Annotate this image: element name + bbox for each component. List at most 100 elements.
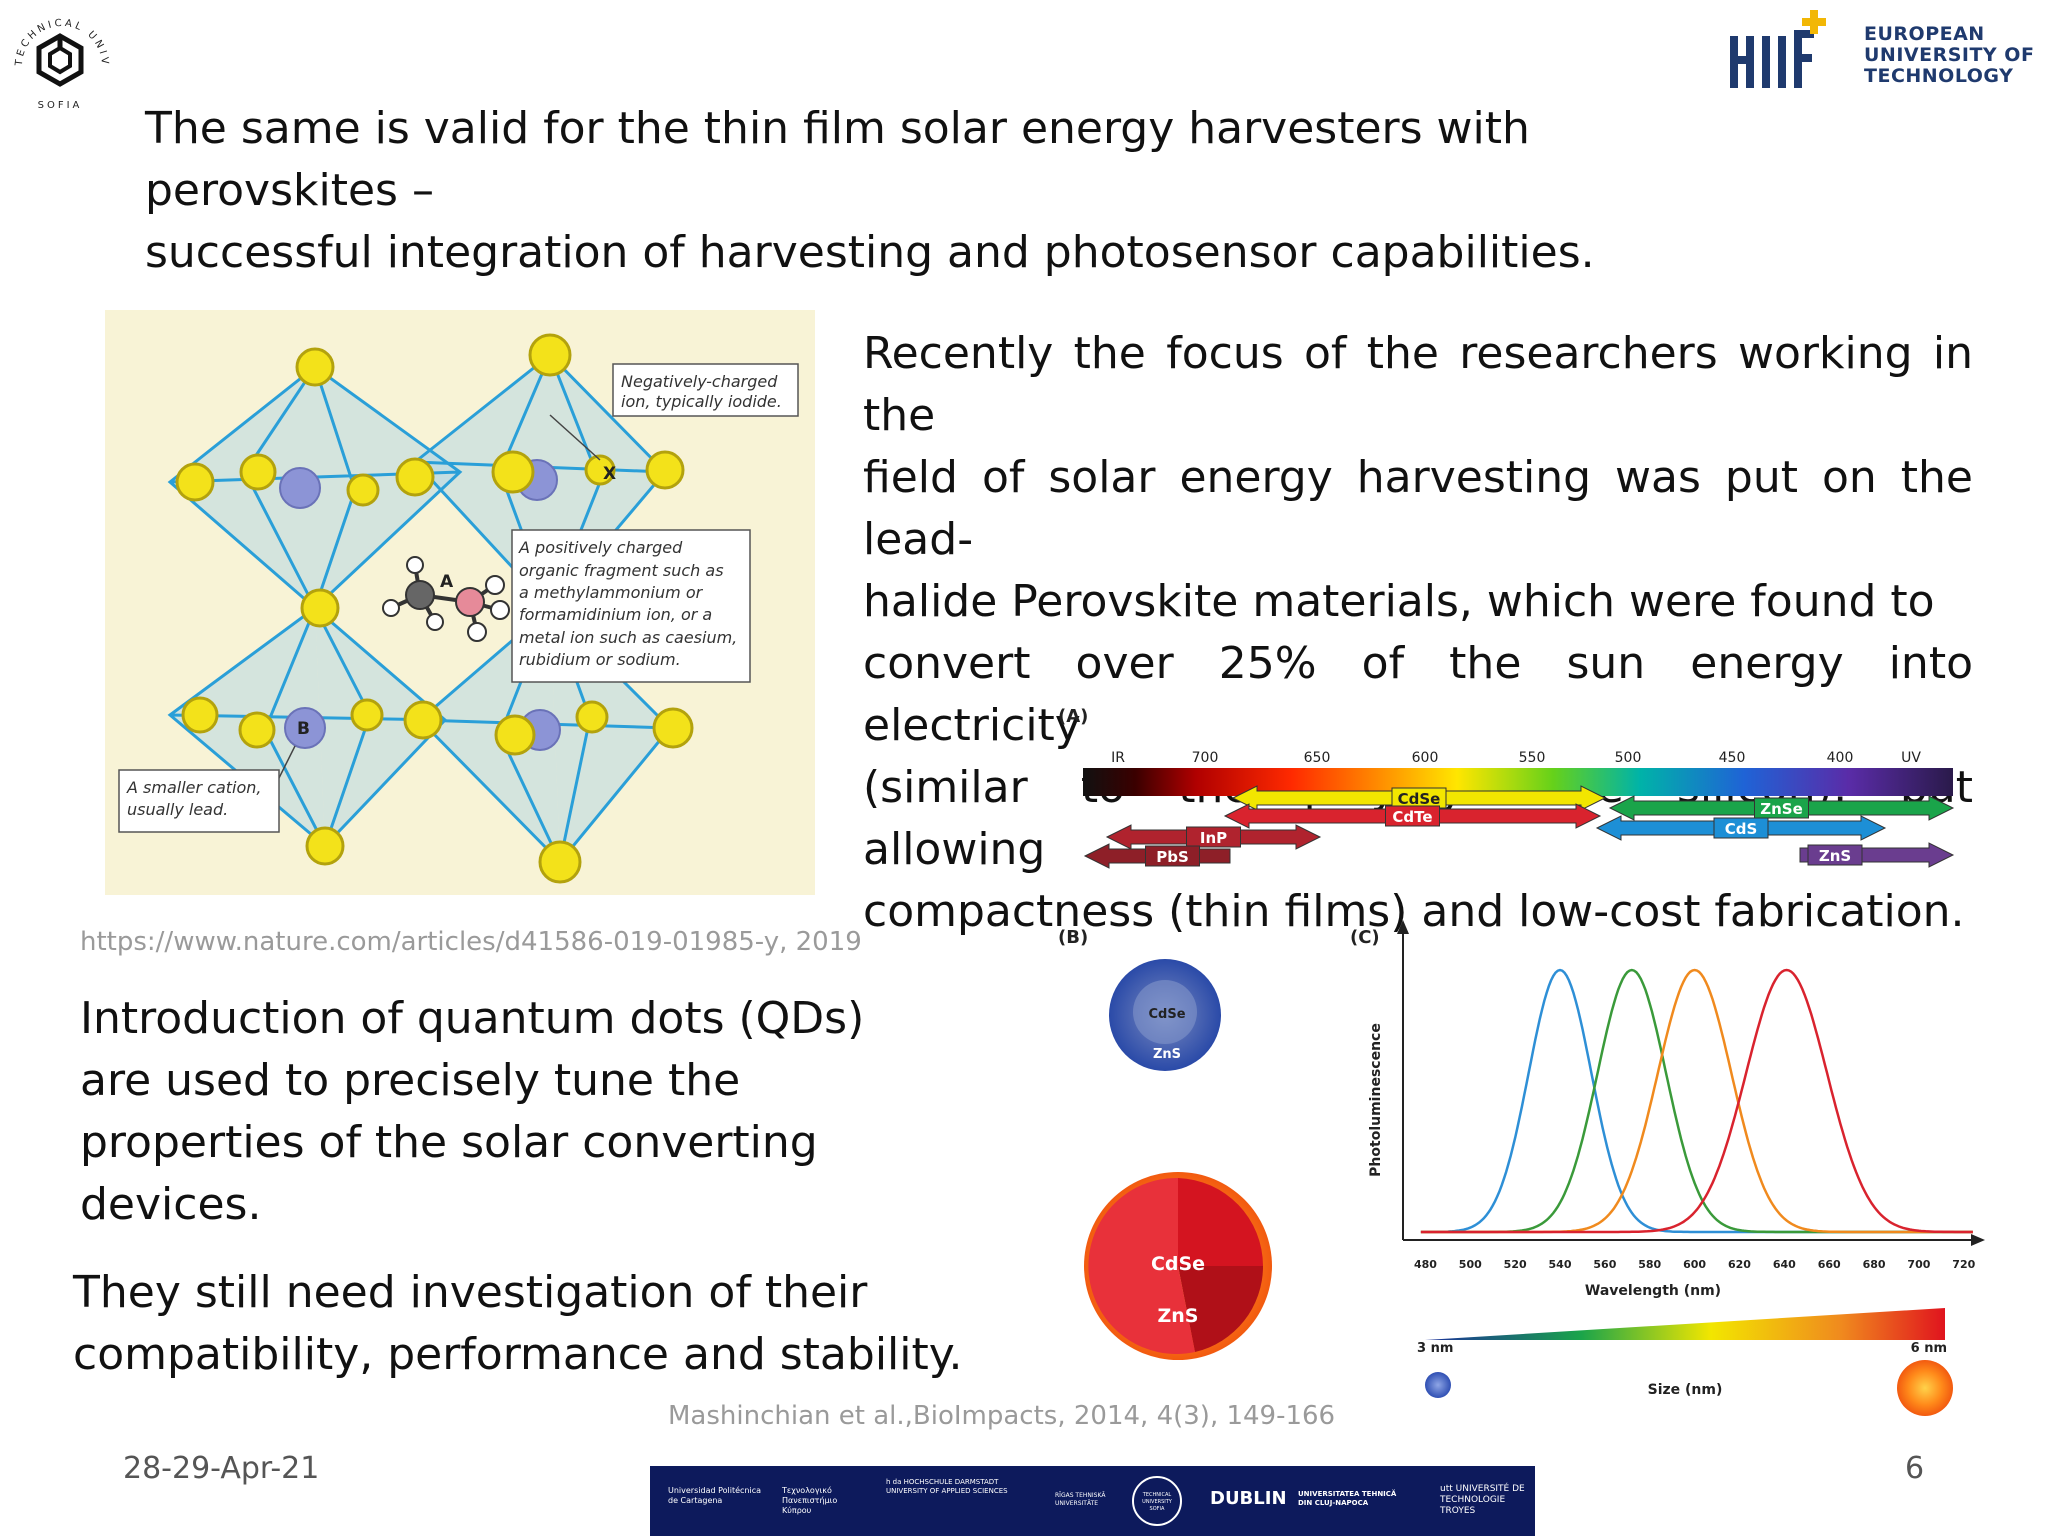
band-arrow-label: PbS bbox=[1156, 848, 1189, 866]
partner-cyprus: Τεχνολογικό Πανεπιστήμιο Κύπρου bbox=[782, 1486, 838, 1515]
label-x: X bbox=[603, 464, 616, 484]
x-tick-label: 560 bbox=[1593, 1258, 1616, 1271]
partner-dublin: DUBLIN bbox=[1210, 1488, 1287, 1509]
spectrum-tick: 600 bbox=[1412, 750, 1439, 766]
perovskite-paragraph-line: halide Perovskite materials, which were … bbox=[863, 576, 1935, 627]
perovskite-diagram: A X B Negatively-charged ion, typically … bbox=[105, 310, 815, 895]
band-arrow-label: ZnSe bbox=[1760, 800, 1803, 818]
headline: The same is valid for the thin film sola… bbox=[145, 98, 1745, 284]
eut-line-2: UNIVERSITY OF bbox=[1864, 44, 2035, 66]
x-tick-labels: 480 500 520 540 560 580 600 620 640 660 680 700 720 bbox=[1414, 1258, 1976, 1271]
eut-logo: EUROPEAN UNIVERSITY OF TECHNOLOGY bbox=[1722, 8, 2042, 98]
eut-line-3: TECHNOLOGY bbox=[1864, 65, 2014, 87]
emission-curve bbox=[1420, 968, 1973, 1234]
band-arrow-inp: InP bbox=[1105, 824, 1322, 850]
investigation-line: They still need investigation of their bbox=[73, 1267, 868, 1318]
spectrum-tick: 400 bbox=[1827, 750, 1854, 766]
quantum-dots-line: Introduction of quantum dots (QDs) bbox=[80, 993, 865, 1044]
large-dot-shell-label: ZnS bbox=[1158, 1305, 1199, 1327]
size-small-label: 3 nm bbox=[1417, 1341, 1453, 1356]
footer-date: 28-29-Apr-21 bbox=[123, 1451, 320, 1486]
callout-a: A positively charged organic fragment su… bbox=[518, 538, 742, 669]
quantum-dots-paragraph: Introduction of quantum dots (QDs) are u… bbox=[80, 988, 890, 1236]
size-caption: Size (nm) bbox=[1648, 1382, 1723, 1398]
band-arrow-label: CdS bbox=[1725, 820, 1758, 838]
size-gradient-bar bbox=[1425, 1308, 1945, 1340]
x-tick-label: 540 bbox=[1549, 1258, 1572, 1271]
spectrum-tick: UV bbox=[1901, 750, 1921, 766]
band-arrow-label: InP bbox=[1200, 829, 1227, 847]
spectrum-tick: 700 bbox=[1192, 750, 1219, 766]
panel-a-label: (A) bbox=[1058, 706, 1088, 727]
partner-cartagena: Universidad Politécnica de Cartagena bbox=[668, 1486, 762, 1505]
y-axis-arrow-icon bbox=[1397, 920, 1409, 934]
emission-curve bbox=[1420, 968, 1973, 1234]
eut-logo-text: EUROPEAN UNIVERSITY OF TECHNOLOGY bbox=[1864, 24, 2034, 87]
eut-logo-icon bbox=[1730, 10, 1826, 88]
perovskite-paragraph-line: convert over 25% of the sun energy into … bbox=[863, 638, 1973, 751]
investigation-paragraph: They still need investigation of their c… bbox=[73, 1262, 973, 1386]
small-dot-core-label: CdSe bbox=[1148, 1007, 1185, 1022]
callout-b: A smaller cation, usually lead. bbox=[126, 778, 267, 819]
partner-logos-bar: Universidad Politécnica de Cartagena Τεχ… bbox=[650, 1466, 1535, 1536]
emission-curve bbox=[1420, 968, 1973, 1234]
headline-line-1: The same is valid for the thin film sola… bbox=[145, 103, 1530, 216]
perovskite-paragraph-line: Recently the focus of the researchers wo… bbox=[863, 328, 1973, 441]
x-tick-label: 500 bbox=[1459, 1258, 1482, 1271]
tus-bottom-text: SOFIA bbox=[38, 100, 83, 111]
quantum-dots-diagram: (A) IR 700 650 600 550 500 450 400 UV Cd… bbox=[1058, 706, 1985, 1416]
band-arrow-label: ZnS bbox=[1819, 847, 1851, 865]
x-tick-label: 620 bbox=[1728, 1258, 1751, 1271]
tus-logo-icon: TECHNICAL UNIVERSITY SOFIA bbox=[0, 0, 107, 111]
partner-riga: RĪGAS TEHNISKĀ UNIVERSITĀTE bbox=[1055, 1492, 1106, 1507]
label-b: B bbox=[297, 719, 310, 739]
spectrum-tick: 500 bbox=[1615, 750, 1642, 766]
band-arrow-label-box bbox=[1713, 817, 1769, 839]
size-large-dot bbox=[1897, 1360, 1953, 1416]
x-tick-label: 580 bbox=[1638, 1258, 1661, 1271]
band-arrow-label: CdTe bbox=[1392, 808, 1432, 826]
eut-line-1: EUROPEAN bbox=[1864, 23, 1985, 45]
small-quantum-dot: CdSe ZnS bbox=[1109, 959, 1221, 1071]
band-arrow-label-box bbox=[1186, 826, 1241, 848]
band-arrow-label-box bbox=[1807, 844, 1863, 866]
perovskite-citation: https://www.nature.com/articles/d41586-0… bbox=[80, 927, 862, 957]
x-tick-label: 640 bbox=[1773, 1258, 1796, 1271]
band-arrow-zns: ZnS bbox=[1799, 842, 1955, 868]
qd-citation: Mashinchian et al.,BioImpacts, 2014, 4(3… bbox=[668, 1401, 1336, 1431]
panel-b-label: (B) bbox=[1058, 927, 1088, 948]
x-tick-label: 520 bbox=[1504, 1258, 1527, 1271]
x-tick-label: 600 bbox=[1683, 1258, 1706, 1271]
perovskite-paragraph-line: compactness (thin films) and low-cost fa… bbox=[863, 886, 1965, 937]
band-arrow-label-box bbox=[1145, 845, 1200, 867]
emission-curve bbox=[1420, 968, 1973, 1234]
spectrum-ticks: IR 700 650 600 550 500 450 400 UV bbox=[1111, 750, 1921, 766]
quantum-dots-line: are used to precisely tune the bbox=[80, 1055, 741, 1106]
band-arrow-label-box bbox=[1754, 797, 1809, 819]
perovskite-structure-figure: A X B Negatively-charged ion, typically … bbox=[105, 310, 815, 895]
band-arrow-pbs: PbS bbox=[1083, 843, 1231, 869]
x-axis-label: Wavelength (nm) bbox=[1585, 1283, 1721, 1299]
spectrum-tick: 550 bbox=[1519, 750, 1546, 766]
band-arrow-label: CdSe bbox=[1398, 790, 1441, 808]
y-axis-label: Photoluminescence bbox=[1368, 1023, 1384, 1177]
spectrum-tick: 650 bbox=[1304, 750, 1331, 766]
partner-troyes: utt UNIVERSITÉ DE TECHNOLOGIE TROYES bbox=[1440, 1484, 1525, 1516]
investigation-line: compatibility, performance and stability… bbox=[73, 1329, 963, 1380]
x-tick-label: 660 bbox=[1818, 1258, 1841, 1271]
x-tick-label: 720 bbox=[1952, 1258, 1975, 1271]
x-axis-arrow-icon bbox=[1971, 1234, 1985, 1246]
x-tick-label: 700 bbox=[1907, 1258, 1930, 1271]
size-large-label: 6 nm bbox=[1911, 1341, 1947, 1356]
small-dot-shell-label: ZnS bbox=[1153, 1047, 1181, 1062]
band-arrow-cds: CdS bbox=[1595, 815, 1887, 841]
large-quantum-dot: CdSe ZnS bbox=[1084, 1172, 1272, 1360]
partner-sofia: TECHNICAL UNIVERSITY SOFIA bbox=[1132, 1476, 1182, 1526]
emission-curves bbox=[1420, 968, 1973, 1234]
spectrum-tick: 450 bbox=[1719, 750, 1746, 766]
headline-line-2: successful integration of harvesting and… bbox=[145, 227, 1595, 278]
quantum-dots-line: properties of the solar converting bbox=[80, 1117, 818, 1168]
spectrum-tick: IR bbox=[1111, 750, 1125, 766]
partner-cluj: UNIVERSITATEA TEHNICĂ DIN CLUJ-NAPOCA bbox=[1298, 1490, 1397, 1507]
large-dot-core-label: CdSe bbox=[1151, 1253, 1205, 1275]
